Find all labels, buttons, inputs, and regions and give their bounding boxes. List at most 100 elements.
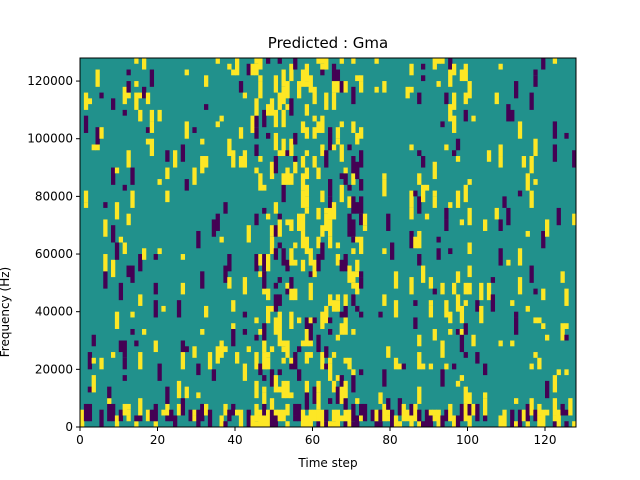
heatmap-cell — [378, 409, 383, 422]
heatmap-cell — [130, 167, 135, 185]
heatmap-cell — [165, 167, 170, 180]
heatmap-cell — [153, 282, 158, 295]
heatmap-cell — [273, 156, 279, 174]
heatmap-cell — [134, 340, 139, 347]
heatmap-cell — [211, 369, 217, 381]
heatmap-cell — [227, 63, 232, 70]
heatmap-cell — [258, 58, 263, 70]
heatmap-cell — [285, 288, 290, 295]
heatmap-cell — [320, 115, 325, 133]
heatmap-cell — [343, 254, 348, 272]
heatmap-cell — [409, 277, 414, 295]
heatmap-cell — [254, 63, 259, 76]
heatmap-cell — [130, 311, 135, 318]
heatmap-cell — [362, 403, 368, 422]
heatmap-cell — [417, 334, 422, 347]
heatmap-cell — [293, 288, 298, 301]
heatmap-cell — [266, 357, 271, 370]
heatmap-cell — [293, 415, 298, 422]
x-axis: 0 20 40 60 80 100 120 — [76, 427, 556, 447]
heatmap-cell — [289, 98, 294, 116]
heatmap-cell — [258, 156, 263, 162]
heatmap-cell — [277, 294, 282, 306]
heatmap-cell — [339, 184, 344, 203]
heatmap-cell — [382, 369, 387, 387]
heatmap-cell — [122, 242, 127, 255]
heatmap-cell — [525, 230, 530, 237]
heatmap-cell — [428, 300, 434, 306]
heatmap-cell — [254, 213, 259, 226]
heatmap-cell — [335, 254, 341, 266]
heatmap-cell — [262, 340, 267, 353]
heatmap-cell — [238, 127, 244, 139]
heatmap-cell — [114, 415, 120, 427]
heatmap-cell — [293, 58, 298, 70]
heatmap-cell — [262, 207, 267, 214]
heatmap-cell — [176, 300, 182, 318]
heatmap-cell — [157, 179, 162, 185]
heatmap-cell — [343, 357, 348, 364]
heatmap-cell — [83, 115, 89, 133]
heatmap-cell — [351, 173, 356, 185]
heatmap-cell — [114, 242, 120, 260]
heatmap-cell — [300, 69, 306, 87]
heatmap-cell — [351, 328, 356, 335]
heatmap-cell — [328, 328, 333, 335]
heatmap-cell — [312, 259, 317, 278]
heatmap-cell — [91, 144, 96, 151]
heatmap-cell — [397, 363, 403, 370]
heatmap-cell — [289, 288, 294, 301]
heatmap-cell — [262, 109, 267, 128]
heatmap-cell — [343, 167, 348, 174]
heatmap-cell — [498, 248, 503, 266]
heatmap-cell — [525, 421, 530, 427]
heatmap-cell — [297, 346, 302, 353]
heatmap-cell — [521, 409, 527, 422]
heatmap-cell — [564, 334, 569, 341]
y-axis-label: Frequency (Hz) — [0, 267, 12, 358]
heatmap-cell — [320, 63, 325, 70]
heatmap-cell — [331, 92, 337, 110]
heatmap-cell — [560, 403, 565, 416]
heatmap-cell — [355, 132, 360, 145]
heatmap-cell — [506, 207, 511, 226]
heatmap-cell — [246, 346, 251, 353]
heatmap-cell — [114, 202, 120, 220]
heatmap-cell — [277, 58, 282, 64]
heatmap-cell — [138, 352, 143, 370]
heatmap-cell — [312, 317, 317, 324]
heatmap-cell — [142, 248, 147, 260]
heatmap-cell — [165, 403, 170, 416]
heatmap-cell — [444, 207, 449, 220]
heatmap-cell — [192, 346, 197, 358]
heatmap-cell — [219, 236, 224, 243]
heatmap-cell — [254, 334, 259, 341]
heatmap-cell — [541, 288, 546, 301]
heatmap-cell — [316, 207, 321, 220]
heatmap-cell — [440, 369, 445, 387]
heatmap-cell — [304, 167, 310, 180]
heatmap-cell — [432, 288, 437, 295]
heatmap-cell — [428, 363, 434, 370]
heatmap-cell — [405, 409, 410, 422]
heatmap-cell — [331, 144, 337, 151]
heatmap-cell — [269, 305, 275, 312]
heatmap-cell — [114, 167, 120, 174]
heatmap-cell — [436, 409, 441, 427]
heatmap-cell — [452, 150, 457, 157]
heatmap-cell — [293, 352, 298, 370]
heatmap-cell — [498, 415, 503, 427]
heatmap-cell — [293, 242, 298, 249]
heatmap-cell — [118, 409, 124, 422]
heatmap-cell — [432, 328, 437, 341]
heatmap-cell — [145, 92, 151, 105]
heatmap-cell — [262, 375, 267, 381]
heatmap-cell — [246, 63, 251, 76]
heatmap-cell — [281, 380, 286, 399]
heatmap-cell — [312, 156, 317, 168]
heatmap-cell — [529, 363, 534, 370]
heatmap-cell — [324, 92, 329, 110]
heatmap-cell — [308, 75, 313, 93]
heatmap-cell — [103, 271, 108, 289]
heatmap-cell — [99, 127, 104, 139]
